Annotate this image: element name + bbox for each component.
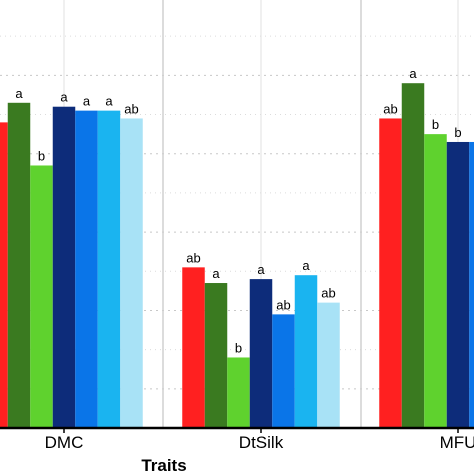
bar-significance-label: b — [454, 125, 461, 140]
bars — [0, 83, 474, 429]
bar-significance-label: ab — [321, 286, 335, 301]
bar-significance-label: ab — [124, 101, 138, 116]
bar — [97, 110, 121, 429]
bar-significance-label: a — [105, 94, 113, 109]
bar — [294, 275, 318, 428]
bar — [30, 165, 53, 428]
bar — [52, 106, 76, 428]
bar-significance-label: a — [212, 266, 220, 281]
bar-significance-label: b — [38, 148, 45, 163]
bar — [227, 357, 250, 428]
bar-significance-label: ab — [186, 250, 200, 265]
bar — [424, 134, 447, 429]
bar — [446, 141, 470, 429]
bar — [7, 102, 31, 429]
bar-significance-label: a — [257, 262, 265, 277]
x-tick-label: MFU — [440, 433, 474, 452]
bar-significance-label: a — [83, 94, 91, 109]
bar — [75, 110, 98, 429]
bar-significance-label: a — [302, 258, 310, 273]
bar — [0, 122, 8, 428]
bar — [204, 283, 228, 428]
bar — [469, 141, 474, 429]
bar-significance-label: a — [409, 66, 417, 81]
x-tick-label: DtSilk — [239, 433, 284, 452]
bar — [401, 83, 425, 428]
bar — [182, 267, 205, 428]
x-tick-label: DMC — [45, 433, 84, 452]
x-axis-title: Traits — [141, 456, 186, 474]
bar-significance-label: b — [432, 117, 439, 132]
bar — [317, 302, 340, 428]
bar — [249, 279, 273, 428]
bar — [120, 118, 143, 429]
bar-labels: babaaaabababaabaabababb — [0, 66, 462, 355]
bar — [272, 314, 295, 428]
bar-significance-label: b — [235, 340, 242, 355]
bar-significance-label: ab — [383, 101, 397, 116]
bar-significance-label: a — [15, 86, 23, 101]
bar-significance-label: a — [60, 90, 68, 105]
x-ticks: DMC DtSilk MFU — [45, 428, 474, 452]
bar-significance-label: ab — [276, 297, 290, 312]
bar — [379, 118, 402, 429]
